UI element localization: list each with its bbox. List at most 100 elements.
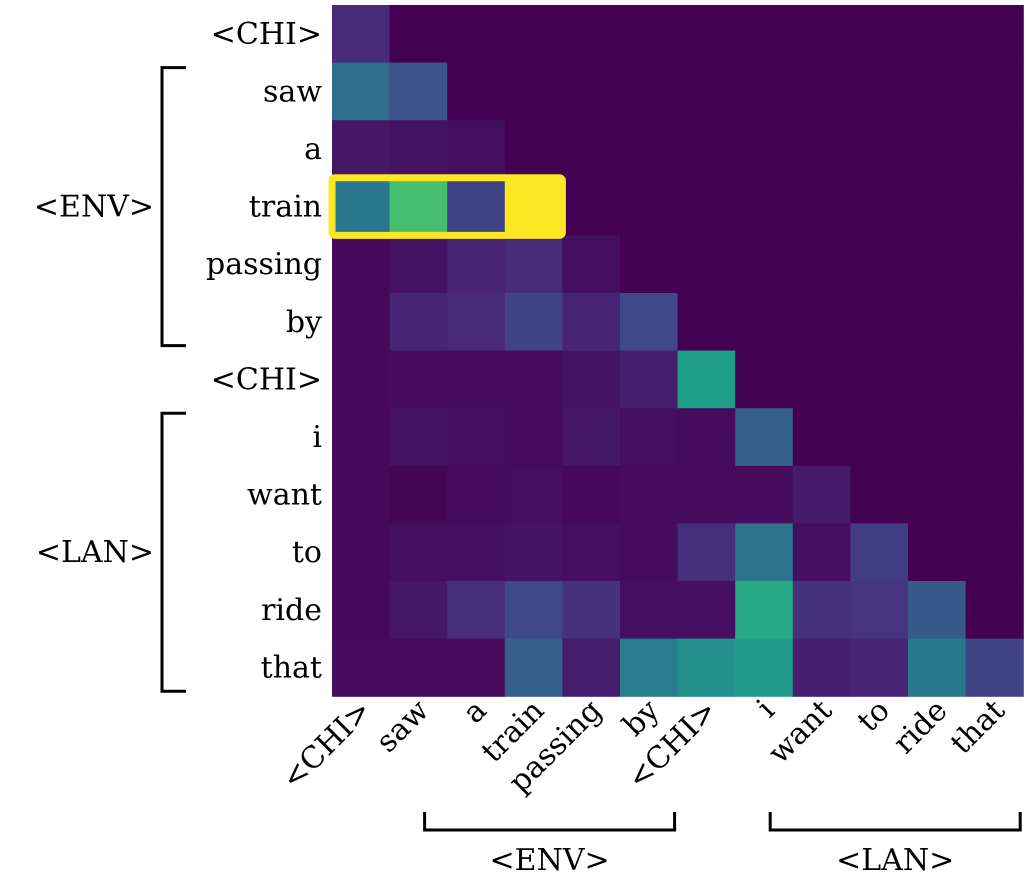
col-label-2: a xyxy=(456,693,493,730)
heatmap-cell-r9-c4 xyxy=(562,523,621,582)
heatmap-cell-r11-c6 xyxy=(677,638,736,697)
heatmap-cell-r8-c7 xyxy=(735,465,794,524)
heatmap-cell-r10-c4 xyxy=(562,581,621,640)
heatmap-cell-r3-c4 xyxy=(562,177,621,236)
heatmap-cell-r10-c2 xyxy=(447,581,506,640)
heatmap-cell-r8-c9 xyxy=(850,465,909,524)
highlight-box xyxy=(328,174,566,239)
heatmap-cell-r3-c5 xyxy=(620,177,679,236)
heatmap-cell-r6-c4 xyxy=(562,350,621,409)
row-group-label-0: <ENV> xyxy=(34,190,154,225)
heatmap-cell-r2-c11 xyxy=(965,120,1024,179)
heatmap-cell-r1-c6 xyxy=(677,62,736,121)
col-label-1: saw xyxy=(370,693,437,760)
row-group-bracket-1 xyxy=(160,411,186,693)
heatmap-cell-r1-c11 xyxy=(965,62,1024,121)
heatmap-cell-r5-c2 xyxy=(447,293,506,352)
heatmap-cell-r3-c8 xyxy=(792,177,851,236)
heatmap-cells xyxy=(332,5,1024,697)
heatmap-cell-r8-c0 xyxy=(332,465,391,524)
heatmap-cell-r6-c1 xyxy=(389,350,448,409)
heatmap-cell-r7-c0 xyxy=(332,408,391,467)
heatmap-cell-r8-c3 xyxy=(504,465,563,524)
heatmap-cell-r9-c1 xyxy=(389,523,448,582)
heatmap-cell-r7-c2 xyxy=(447,408,506,467)
heatmap-cell-r2-c3 xyxy=(504,120,563,179)
heatmap-cell-r0-c7 xyxy=(735,5,794,64)
highlight-layer xyxy=(328,174,566,239)
heatmap-cell-r1-c9 xyxy=(850,62,909,121)
row-label-7: i xyxy=(312,420,322,455)
heatmap-cell-r4-c5 xyxy=(620,235,679,294)
heatmap-cell-r2-c8 xyxy=(792,120,851,179)
heatmap-cell-r9-c0 xyxy=(332,523,391,582)
heatmap-cell-r7-c3 xyxy=(504,408,563,467)
row-label-0: <CHI> xyxy=(211,17,322,52)
heatmap-cell-r9-c5 xyxy=(620,523,679,582)
heatmap-cell-r0-c3 xyxy=(504,5,563,64)
heatmap-cell-r7-c11 xyxy=(965,408,1024,467)
col-label-7: i xyxy=(750,693,782,725)
heatmap-cell-r4-c2 xyxy=(447,235,506,294)
heatmap-cell-r0-c6 xyxy=(677,5,736,64)
row-label-4: passing xyxy=(206,247,322,282)
heatmap-cell-r3-c2 xyxy=(447,177,506,236)
row-label-5: by xyxy=(286,305,322,340)
row-tick-labels: <CHI> saw a train passing by <CHI> i want to ride t… xyxy=(206,17,322,686)
row-label-2: a xyxy=(304,132,322,167)
heatmap-cell-r9-c11 xyxy=(965,523,1024,582)
heatmap-cell-r7-c4 xyxy=(562,408,621,467)
heatmap-cell-r11-c0 xyxy=(332,638,391,697)
heatmap-cell-r1-c3 xyxy=(504,62,563,121)
heatmap-cell-r0-c11 xyxy=(965,5,1024,64)
heatmap-cell-r4-c11 xyxy=(965,235,1024,294)
heatmap-cell-r3-c0 xyxy=(332,177,391,236)
heatmap-cell-r1-c10 xyxy=(908,62,967,121)
heatmap-cell-r10-c6 xyxy=(677,581,736,640)
heatmap-cell-r3-c3 xyxy=(504,177,563,236)
heatmap-cell-r5-c9 xyxy=(850,293,909,352)
heatmap-cell-r9-c8 xyxy=(792,523,851,582)
heatmap-cell-r6-c0 xyxy=(332,350,391,409)
heatmap-cell-r6-c2 xyxy=(447,350,506,409)
heatmap-cell-r0-c4 xyxy=(562,5,621,64)
heatmap-cell-r11-c3 xyxy=(504,638,563,697)
heatmap-cell-r11-c9 xyxy=(850,638,909,697)
heatmap-cell-r10-c9 xyxy=(850,581,909,640)
heatmap-cell-r2-c6 xyxy=(677,120,736,179)
heatmap-cell-r11-c2 xyxy=(447,638,506,697)
heatmap-cell-r0-c8 xyxy=(792,5,851,64)
heatmap-cell-r6-c5 xyxy=(620,350,679,409)
col-group-bracket-0 xyxy=(423,812,677,832)
heatmap-cell-r11-c11 xyxy=(965,638,1024,697)
heatmap-cell-r6-c8 xyxy=(792,350,851,409)
heatmap-cell-r8-c5 xyxy=(620,465,679,524)
heatmap-cell-r8-c8 xyxy=(792,465,851,524)
heatmap-cell-r4-c9 xyxy=(850,235,909,294)
heatmap-cell-r8-c10 xyxy=(908,465,967,524)
row-label-8: want xyxy=(247,478,322,513)
heatmap-cell-r10-c0 xyxy=(332,581,391,640)
heatmap-cell-r5-c1 xyxy=(389,293,448,352)
heatmap-cell-r6-c6 xyxy=(677,350,736,409)
col-group-label-1: <LAN> xyxy=(836,843,954,878)
row-label-9: to xyxy=(292,535,322,570)
heatmap-cell-r1-c8 xyxy=(792,62,851,121)
heatmap-cell-r10-c11 xyxy=(965,581,1024,640)
heatmap-cell-r7-c10 xyxy=(908,408,967,467)
heatmap-cell-r3-c1 xyxy=(389,177,448,236)
heatmap-cell-r4-c4 xyxy=(562,235,621,294)
row-group-bracket-0 xyxy=(160,66,186,348)
heatmap-cell-r8-c6 xyxy=(677,465,736,524)
heatmap-cell-r8-c11 xyxy=(965,465,1024,524)
heatmap-cell-r3-c10 xyxy=(908,177,967,236)
heatmap-cell-r9-c9 xyxy=(850,523,909,582)
row-label-3: train xyxy=(249,190,322,225)
heatmap-cell-r1-c4 xyxy=(562,62,621,121)
heatmap-cell-r9-c6 xyxy=(677,523,736,582)
heatmap-cell-r6-c9 xyxy=(850,350,909,409)
heatmap-cell-r2-c2 xyxy=(447,120,506,179)
heatmap-cell-r1-c5 xyxy=(620,62,679,121)
heatmap-cell-r10-c5 xyxy=(620,581,679,640)
